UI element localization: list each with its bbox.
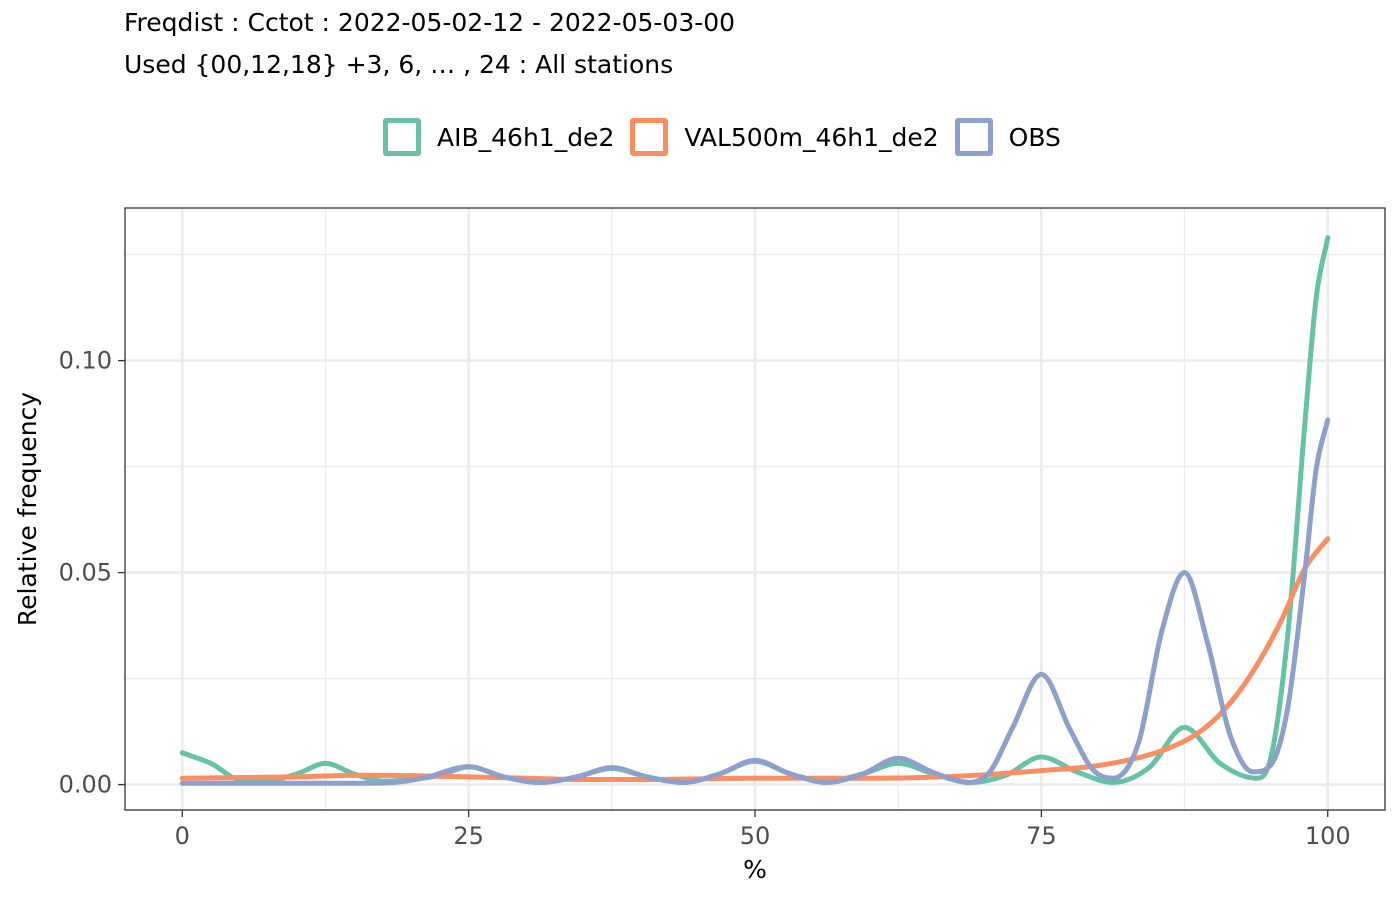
y-axis-title: Relative frequency: [13, 392, 42, 626]
legend-key-aib: [383, 118, 421, 156]
y-tick-labels: 0.00 0.05 0.10: [59, 347, 112, 799]
legend-item-val500m: VAL500m_46h1_de2: [630, 118, 939, 156]
chart-subtitle: Used {00,12,18} +3, 6, … , 24 : All stat…: [124, 50, 674, 79]
legend-label-obs: OBS: [1008, 122, 1061, 152]
y-tick-label: 0.10: [59, 347, 112, 375]
y-tick-label: 0.05: [59, 559, 112, 587]
legend-key-obs: [954, 118, 993, 156]
x-axis-title: %: [743, 855, 767, 884]
legend-item-aib: AIB_46h1_de2: [383, 118, 614, 156]
series-lines: [179, 235, 1331, 786]
y-tick-label: 0.00: [59, 771, 112, 799]
chart-title: Freqdist : Cctot : 2022-05-02-12 - 2022-…: [124, 8, 736, 37]
x-tick-label: 75: [1026, 822, 1057, 850]
x-tick-label: 100: [1305, 822, 1351, 850]
legend-key-val500m: [630, 118, 669, 156]
x-tick-label: 50: [740, 822, 771, 850]
major-gridlines: [125, 208, 1385, 810]
legend-label-val500m: VAL500m_46h1_de2: [684, 122, 939, 152]
series-line-obs: [179, 417, 1331, 786]
legend: AIB_46h1_de2 VAL500m_46h1_de2 OBS: [383, 112, 1061, 162]
legend-label-aib: AIB_46h1_de2: [437, 122, 615, 152]
x-tick-label: 25: [453, 822, 484, 850]
axis-ticks: [118, 359, 1329, 817]
x-tick-label: 0: [175, 822, 190, 850]
x-tick-labels: 0 25 50 75 100: [175, 822, 1351, 850]
legend-item-obs: OBS: [954, 118, 1061, 156]
